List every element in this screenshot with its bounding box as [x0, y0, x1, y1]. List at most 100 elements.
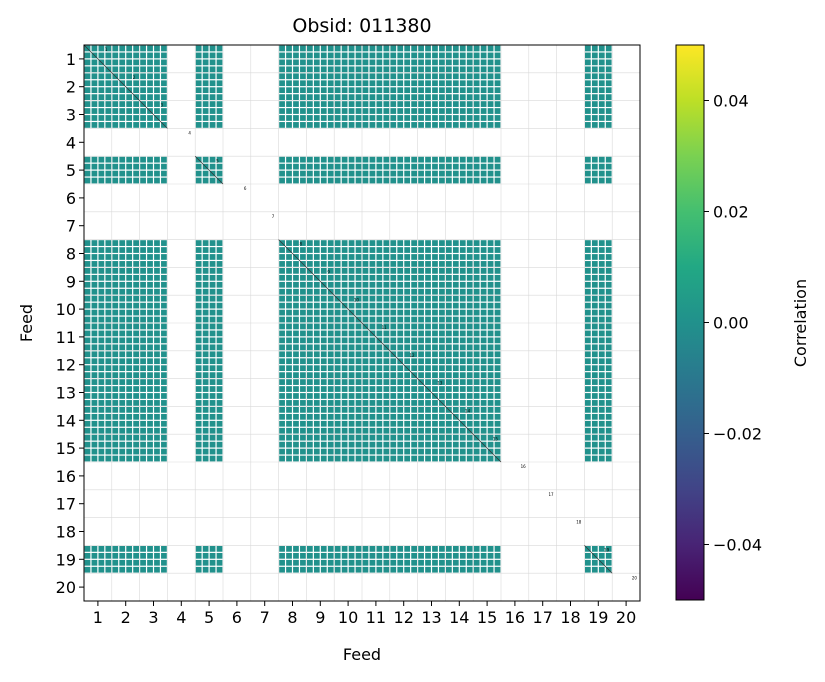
heatmap-cell	[418, 420, 424, 427]
heatmap-cell	[480, 59, 487, 66]
heatmap-cell	[376, 455, 383, 462]
heatmap-cell	[313, 379, 320, 385]
heatmap-cell	[404, 247, 411, 253]
heatmap-cell	[369, 316, 376, 323]
heatmap-cell	[418, 281, 424, 288]
heatmap-cell	[459, 94, 466, 100]
heatmap-cell	[390, 344, 397, 351]
heatmap-cell	[300, 274, 306, 281]
heatmap-cell	[591, 358, 598, 365]
heatmap-cell	[98, 552, 105, 559]
heatmap-cell	[112, 163, 119, 170]
heatmap-cell	[307, 261, 313, 267]
heatmap-cell	[383, 323, 390, 330]
heatmap-cell	[202, 122, 209, 128]
heatmap-cell	[432, 254, 438, 260]
heatmap-cell	[605, 441, 612, 448]
heatmap-cell	[126, 546, 133, 552]
heatmap-cell	[300, 379, 306, 385]
heatmap-cell	[397, 559, 404, 566]
heatmap-cell	[320, 108, 327, 114]
heatmap-cell	[585, 115, 591, 121]
heatmap-cell	[432, 351, 438, 358]
heatmap-cell	[334, 163, 341, 170]
heatmap-cell	[418, 434, 424, 441]
heatmap-cell	[397, 316, 404, 323]
heatmap-cell	[376, 386, 383, 392]
heatmap-cell	[91, 393, 98, 399]
diagonal-line	[194, 155, 224, 185]
heatmap-cell	[293, 288, 299, 295]
heatmap-cell	[147, 407, 153, 413]
y-tick-label: 10	[56, 300, 76, 319]
heatmap-cell	[341, 295, 348, 302]
heatmap-cell	[341, 330, 348, 337]
heatmap-cell	[293, 427, 299, 434]
heatmap-cell	[209, 115, 216, 121]
heatmap-cell	[105, 247, 112, 253]
heatmap-cell	[300, 344, 306, 351]
heatmap-cell	[300, 455, 306, 462]
heatmap-cell	[591, 261, 598, 267]
heatmap-cell	[279, 170, 285, 177]
heatmap-cell	[140, 552, 146, 559]
heatmap-cell	[307, 281, 313, 288]
heatmap-cell	[307, 309, 313, 316]
heatmap-cell	[112, 566, 119, 573]
heatmap-cell	[341, 455, 348, 462]
heatmap-cell	[327, 295, 334, 302]
heatmap-cell	[487, 52, 494, 59]
heatmap-cell	[84, 254, 91, 260]
heatmap-cell	[355, 163, 362, 170]
heatmap-cell	[279, 337, 285, 344]
heatmap-cell	[195, 448, 202, 455]
heatmap-cell	[91, 337, 98, 344]
heatmap-cell	[119, 372, 126, 378]
heatmap-cell	[494, 156, 501, 163]
heatmap-cell	[598, 365, 605, 372]
diagonal-label: 15	[493, 436, 499, 441]
heatmap-cell	[404, 372, 411, 378]
heatmap-cell	[473, 358, 480, 365]
heatmap-cell	[404, 87, 411, 94]
heatmap-cell	[466, 295, 473, 302]
heatmap-cell	[446, 261, 452, 267]
heatmap-cell	[494, 268, 501, 274]
heatmap-cell	[355, 358, 362, 365]
heatmap-cell	[605, 372, 612, 378]
heatmap-cell	[473, 122, 480, 128]
heatmap-cell	[355, 386, 362, 392]
heatmap-cell	[112, 379, 119, 385]
heatmap-cell	[119, 427, 126, 434]
heatmap-cell	[105, 546, 112, 552]
heatmap-cell	[341, 559, 348, 566]
heatmap-cell	[84, 427, 91, 434]
heatmap-cell	[161, 330, 167, 337]
heatmap-cell	[133, 52, 139, 59]
heatmap-cell	[195, 330, 202, 337]
heatmap-cell	[133, 240, 139, 246]
heatmap-cell	[307, 288, 313, 295]
heatmap-cell	[161, 240, 167, 246]
heatmap-cell	[355, 393, 362, 399]
heatmap-cell	[341, 316, 348, 323]
heatmap-cell	[202, 441, 209, 448]
heatmap-cell	[147, 365, 153, 372]
heatmap-cell	[293, 94, 299, 100]
heatmap-cell	[439, 170, 445, 177]
heatmap-cell	[487, 288, 494, 295]
heatmap-cell	[585, 448, 591, 455]
heatmap-cell	[473, 379, 480, 385]
heatmap-cell	[327, 455, 334, 462]
heatmap-cell	[154, 170, 160, 177]
heatmap-cell	[147, 302, 153, 309]
heatmap-cell	[362, 45, 369, 52]
heatmap-cell	[286, 268, 292, 274]
heatmap-cell	[334, 302, 341, 309]
heatmap-cell	[480, 170, 487, 177]
heatmap-cell	[348, 441, 355, 448]
heatmap-cell	[195, 52, 202, 59]
heatmap-cell	[397, 240, 404, 246]
heatmap-cell	[605, 45, 612, 52]
heatmap-cell	[161, 552, 167, 559]
